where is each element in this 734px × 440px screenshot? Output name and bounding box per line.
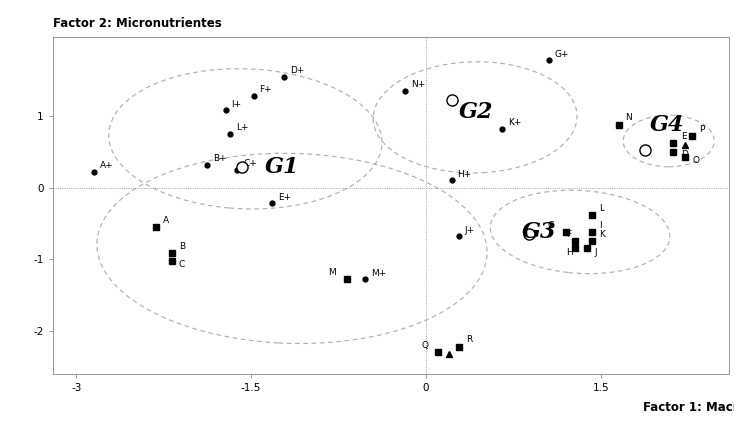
Text: E+: E+ [278,193,291,202]
Text: I: I [599,221,601,230]
Text: O: O [692,156,699,165]
Text: C: C [179,260,185,269]
Text: F+: F+ [259,85,272,95]
Text: K: K [599,230,605,239]
Text: C+: C+ [243,159,257,168]
Text: F: F [566,230,571,239]
Text: E: E [681,132,687,141]
Text: Factor 2: Micronutrientes: Factor 2: Micronutrientes [53,18,222,30]
X-axis label: Factor 1: Macronutrientes: Factor 1: Macronutrientes [643,401,734,414]
Text: G1: G1 [265,157,299,179]
Text: M: M [328,268,336,277]
Text: M+: M+ [371,269,387,278]
Text: A+: A+ [100,161,113,170]
Text: G2: G2 [459,101,493,123]
Text: J+: J+ [465,226,475,235]
Text: Q: Q [421,341,429,350]
Text: B: B [179,242,185,251]
Text: H: H [566,248,573,257]
Text: D: D [681,150,688,159]
Text: A: A [162,216,169,225]
Text: N: N [625,114,632,122]
Text: J: J [594,248,597,257]
Text: R: R [466,335,472,345]
Text: K+: K+ [508,118,521,127]
Text: L: L [599,204,604,213]
Text: G+: G+ [554,50,569,59]
Text: B+: B+ [213,154,226,163]
Text: G4: G4 [650,114,685,136]
Text: N+: N+ [411,81,425,89]
Text: L+: L+ [236,123,249,132]
Text: H+: H+ [457,170,472,179]
Text: G: G [548,221,554,230]
Text: D+: D+ [290,66,304,75]
Text: I+: I+ [231,100,241,109]
Text: P: P [699,125,705,134]
Text: G3: G3 [522,221,556,243]
